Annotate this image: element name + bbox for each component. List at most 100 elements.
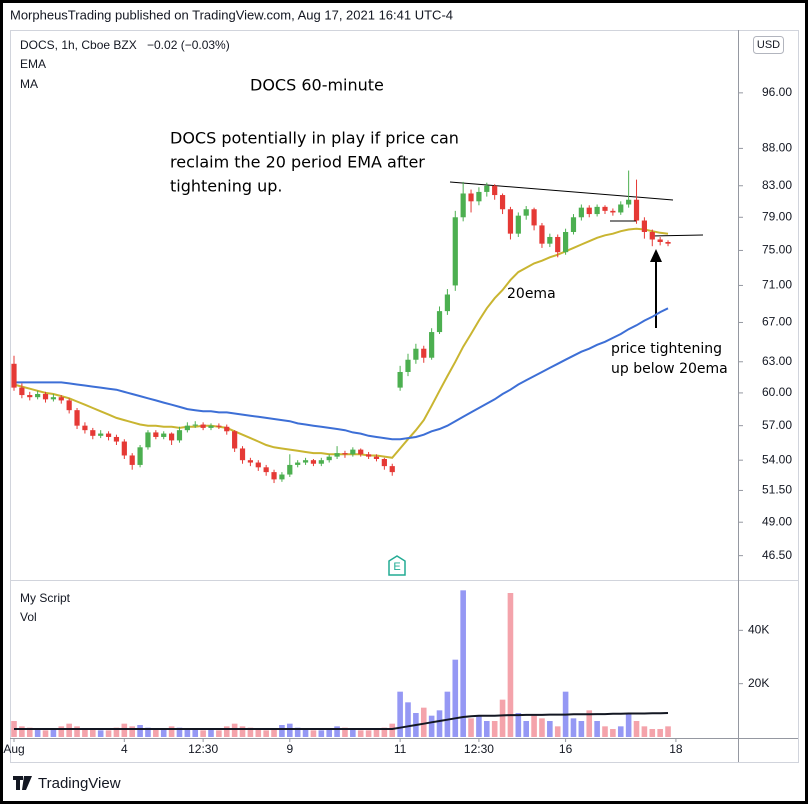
volume-bar [294, 727, 301, 737]
candle-body [98, 433, 104, 436]
y-tick-label: 46.50 [762, 548, 792, 562]
currency-box[interactable] [753, 36, 784, 54]
volume-bar [302, 729, 309, 737]
volume-bar [26, 727, 33, 737]
candle-body [287, 464, 293, 475]
volume-name: Vol [20, 610, 37, 624]
volume-bar [113, 727, 120, 737]
volume-bar [381, 727, 388, 737]
volume-bar [216, 730, 222, 737]
volume-bar [247, 727, 254, 737]
currency[interactable]: USD [757, 39, 780, 51]
candle-body [74, 410, 80, 426]
volume-bar [665, 726, 671, 737]
candle-body [318, 460, 324, 464]
legend-ema: EMA [20, 57, 46, 71]
volume-bar [586, 710, 593, 737]
candle-body [310, 460, 317, 464]
x-tick-label: 16 [559, 742, 573, 756]
candle-body [492, 185, 498, 196]
candle-body [570, 217, 577, 232]
volume-bar [641, 726, 648, 737]
volume-bar [287, 723, 293, 737]
candle-body [436, 311, 443, 333]
volume-bar [657, 729, 663, 737]
volume-bar [121, 723, 128, 737]
candle-body [129, 455, 135, 465]
volume-bar [484, 721, 490, 737]
candle-body [586, 207, 592, 215]
candle-body [169, 433, 175, 441]
candle-body [618, 204, 624, 213]
candle-body [66, 400, 72, 411]
candle-body [641, 220, 647, 232]
candle-body [58, 397, 64, 401]
volume-bar [97, 730, 104, 737]
candle-body [224, 426, 230, 432]
volume-bar [192, 729, 199, 737]
candle-body [421, 348, 427, 358]
volume-bar [42, 730, 49, 737]
candle-body [90, 430, 96, 436]
note: up below 20ema [611, 361, 728, 377]
volume-bar [357, 730, 364, 737]
volume-bar [82, 729, 88, 737]
candle-body [373, 456, 380, 459]
annotation: reclaim the 20 period EMA after [170, 153, 425, 172]
volume-bar [436, 710, 443, 737]
earnings-badge[interactable] [388, 555, 406, 576]
volume-script: My Script [20, 591, 71, 605]
x-tick-label: 9 [286, 742, 293, 756]
volume-bar [318, 730, 325, 737]
volume-bar [326, 729, 332, 737]
symbol: DOCS, 1h, Cboe BZX [20, 38, 137, 52]
volume-tick-label: 20K [748, 676, 769, 690]
candle-body [295, 462, 301, 465]
candle-body [50, 397, 56, 400]
candle-body [397, 371, 403, 388]
volume-bar [310, 730, 317, 737]
volume-bar [554, 726, 561, 737]
candle-body [484, 185, 490, 192]
volume-bar [373, 729, 380, 737]
x-tick-label: Aug [3, 742, 24, 756]
volume-bar [405, 702, 411, 737]
candle-body [27, 395, 33, 398]
trend-line [650, 234, 704, 237]
candle-body [657, 239, 663, 242]
candle-body [145, 432, 151, 448]
volume-bar [160, 729, 167, 737]
earnings-label[interactable]: E [393, 561, 400, 573]
candle-body [279, 474, 285, 480]
y-tick-label: 67.00 [762, 315, 792, 329]
volume-ma-line [14, 712, 669, 730]
volume-bar [420, 707, 427, 737]
x-tick-label: 4 [121, 742, 128, 756]
candle-body [405, 359, 411, 372]
candle-body [153, 432, 159, 437]
volume-bar [279, 725, 285, 737]
candle-body [342, 453, 348, 455]
candle-body [271, 472, 277, 480]
volume-bar [145, 727, 151, 737]
volume-bar [365, 730, 372, 737]
candle-body [350, 449, 356, 455]
chart-frame [10, 30, 799, 763]
volume-bar [74, 726, 80, 737]
candle-body [263, 467, 269, 473]
volume-bar [602, 726, 608, 737]
volume-bar [19, 726, 25, 737]
volume-bar [539, 718, 545, 737]
candle-body [184, 425, 190, 431]
volume-bar [105, 730, 112, 737]
candle-body [444, 294, 450, 312]
note: price tightening [611, 341, 722, 357]
candle-body [11, 363, 17, 388]
volume-bar [129, 726, 135, 737]
candle-body [452, 217, 458, 286]
chart-title: DOCS 60-minute [250, 76, 384, 95]
candle-body [626, 199, 632, 205]
y-tick-label: 83.00 [762, 178, 792, 192]
